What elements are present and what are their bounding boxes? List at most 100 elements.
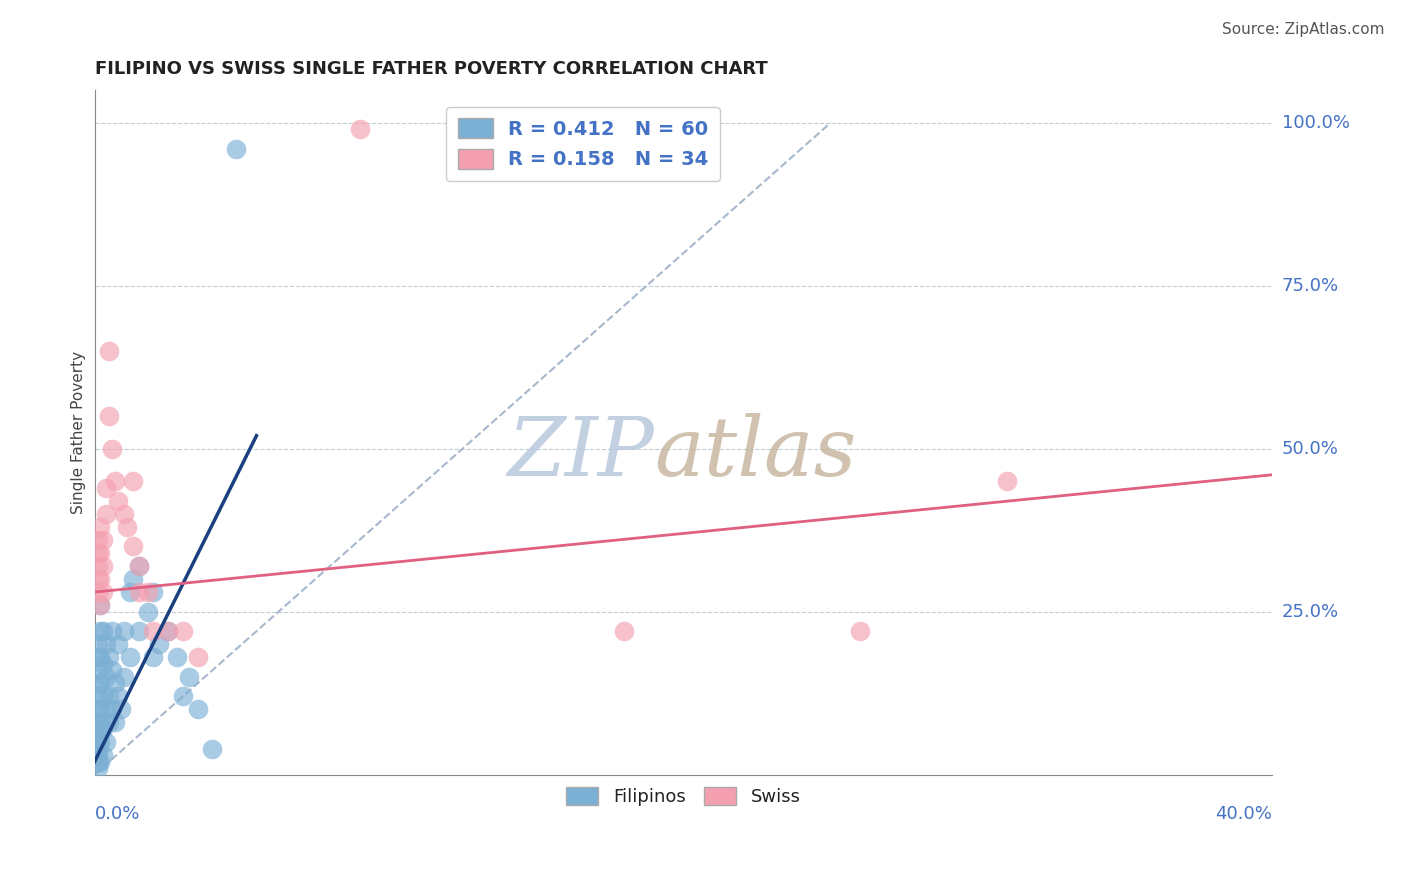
Point: [201, 741, 224, 756]
Point: [86, 755, 108, 769]
Point: [86, 637, 108, 651]
Point: [96, 702, 118, 716]
Point: [96, 481, 118, 495]
Point: [86, 690, 108, 704]
Point: [89, 598, 111, 612]
Point: [93, 624, 115, 639]
Point: [89, 520, 111, 534]
Point: [187, 702, 209, 716]
Point: [110, 702, 132, 716]
Point: [107, 493, 129, 508]
Point: [118, 585, 141, 599]
Text: 75.0%: 75.0%: [1281, 277, 1339, 294]
Point: [142, 585, 165, 599]
Point: [93, 690, 115, 704]
Point: [225, 142, 247, 156]
Point: [86, 715, 108, 730]
Point: [101, 663, 124, 677]
Point: [89, 676, 111, 690]
Point: [86, 729, 108, 743]
Point: [112, 624, 135, 639]
Text: ZIP: ZIP: [508, 413, 654, 493]
Point: [93, 657, 115, 671]
Point: [128, 559, 150, 574]
Text: FILIPINO VS SWISS SINGLE FATHER POVERTY CORRELATION CHART: FILIPINO VS SWISS SINGLE FATHER POVERTY …: [94, 60, 768, 78]
Point: [86, 735, 108, 749]
Point: [86, 702, 108, 716]
Point: [98, 715, 121, 730]
Point: [613, 624, 636, 639]
Point: [142, 624, 165, 639]
Point: [96, 637, 118, 651]
Point: [89, 755, 111, 769]
Y-axis label: Single Father Poverty: Single Father Poverty: [72, 351, 86, 514]
Point: [104, 475, 127, 489]
Point: [98, 650, 121, 665]
Text: 0.0%: 0.0%: [94, 805, 141, 823]
Point: [86, 533, 108, 547]
Point: [98, 343, 121, 358]
Point: [89, 715, 111, 730]
Point: [128, 559, 150, 574]
Point: [89, 702, 111, 716]
Point: [86, 676, 108, 690]
Point: [86, 663, 108, 677]
Point: [93, 533, 115, 547]
Text: 25.0%: 25.0%: [1281, 603, 1339, 621]
Point: [89, 735, 111, 749]
Point: [128, 585, 150, 599]
Point: [121, 475, 143, 489]
Point: [93, 559, 115, 574]
Text: 40.0%: 40.0%: [1215, 805, 1272, 823]
Point: [86, 761, 108, 775]
Legend: Filipinos, Swiss: Filipinos, Swiss: [558, 780, 808, 814]
Point: [128, 624, 150, 639]
Text: Source: ZipAtlas.com: Source: ZipAtlas.com: [1222, 22, 1385, 37]
Point: [101, 624, 124, 639]
Text: atlas: atlas: [654, 413, 856, 493]
Point: [89, 650, 111, 665]
Point: [166, 650, 188, 665]
Point: [93, 747, 115, 762]
Point: [86, 559, 108, 574]
Point: [96, 670, 118, 684]
Point: [349, 122, 371, 136]
Point: [142, 650, 165, 665]
Point: [98, 690, 121, 704]
Point: [849, 624, 872, 639]
Point: [112, 670, 135, 684]
Point: [89, 624, 111, 639]
Point: [89, 598, 111, 612]
Point: [104, 676, 127, 690]
Point: [157, 624, 180, 639]
Point: [86, 741, 108, 756]
Point: [86, 722, 108, 736]
Point: [995, 475, 1018, 489]
Point: [96, 507, 118, 521]
Point: [148, 637, 170, 651]
Point: [157, 624, 180, 639]
Point: [96, 735, 118, 749]
Point: [93, 585, 115, 599]
Point: [121, 540, 143, 554]
Point: [101, 702, 124, 716]
Point: [89, 572, 111, 586]
Point: [107, 690, 129, 704]
Point: [107, 637, 129, 651]
Text: 100.0%: 100.0%: [1281, 114, 1350, 132]
Point: [118, 650, 141, 665]
Point: [98, 409, 121, 424]
Point: [86, 585, 108, 599]
Point: [104, 715, 127, 730]
Point: [101, 442, 124, 456]
Point: [86, 650, 108, 665]
Point: [115, 520, 138, 534]
Point: [177, 670, 200, 684]
Point: [172, 624, 194, 639]
Point: [89, 546, 111, 560]
Point: [86, 747, 108, 762]
Point: [121, 572, 143, 586]
Point: [187, 650, 209, 665]
Point: [93, 722, 115, 736]
Point: [136, 585, 159, 599]
